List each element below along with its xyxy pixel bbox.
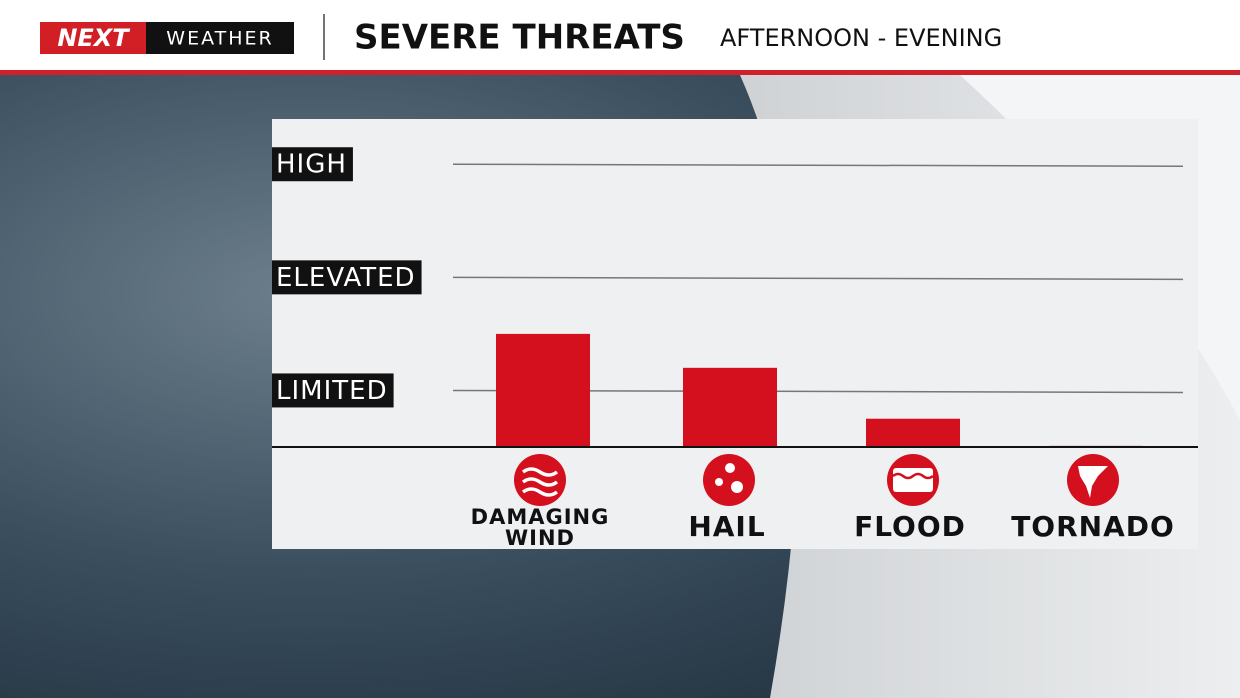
logo-brand-box	[40, 22, 146, 54]
wind-icon	[521, 467, 559, 497]
x-tick-label: DAMAGING WIND	[470, 505, 610, 550]
header-rule	[0, 70, 1240, 75]
y-tick-box	[272, 373, 394, 408]
logo-brand: NEXT	[57, 24, 130, 52]
hail-icon	[715, 478, 723, 486]
chart-title: SEVERE THREATS	[354, 18, 685, 58]
y-tick: ELEVATED	[272, 260, 422, 295]
grid-line	[452, 163, 1184, 167]
y-tick: LIMITED	[272, 373, 394, 408]
x-tick-label: TORNADO	[1011, 510, 1175, 543]
flood-icon	[892, 472, 934, 480]
bar	[496, 333, 590, 447]
grid-line	[452, 276, 1184, 281]
bar	[683, 367, 777, 447]
icons	[514, 454, 1119, 506]
logo-product: WEATHER	[166, 28, 273, 50]
flood-icon	[893, 468, 933, 492]
y-tick-label: ELEVATED	[276, 263, 416, 293]
x-tick-label: FLOOD	[854, 510, 966, 543]
logo-product-box	[146, 22, 294, 54]
y-tick-label: LIMITED	[276, 376, 388, 406]
hail-icon	[703, 454, 755, 506]
y-tick: HIGH	[272, 147, 353, 182]
y-tick-label: HIGH	[276, 150, 347, 180]
y-tick-box	[272, 147, 353, 182]
hail-icon	[725, 463, 735, 473]
y-tick-box	[272, 260, 422, 295]
hail-icon	[731, 481, 743, 493]
bar	[866, 418, 960, 447]
x-tick-label: HAIL	[688, 510, 766, 543]
chart-subtitle: AFTERNOON - EVENING	[720, 24, 1002, 52]
tornado-icon	[1078, 466, 1108, 498]
